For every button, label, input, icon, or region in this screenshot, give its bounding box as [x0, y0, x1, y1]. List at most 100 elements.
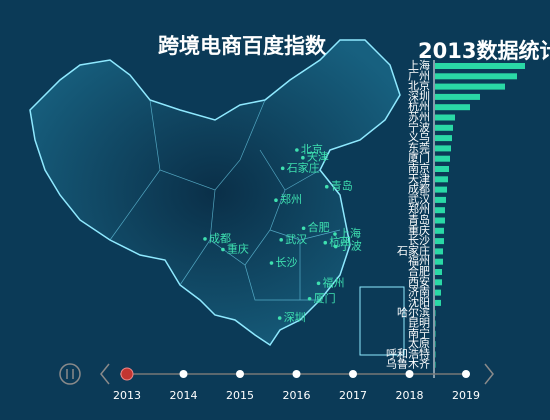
timeline-current[interactable] [120, 367, 134, 381]
bar-category-label: 西安 [408, 274, 430, 288]
bar [435, 104, 470, 111]
city-point [307, 296, 312, 301]
city-label: 郑州 [280, 192, 302, 206]
bar-category-label: 成都 [408, 183, 430, 196]
timeline-label[interactable]: 2018 [396, 389, 424, 402]
bar-category-label: 广州 [408, 69, 430, 82]
timeline-label[interactable]: 2016 [283, 389, 311, 402]
bar-category-label: 北京 [408, 79, 430, 93]
bar [435, 310, 436, 317]
bar-category-label: 南宁 [408, 326, 430, 340]
bar-category-label: 厦门 [408, 151, 430, 165]
city-label: 长沙 [275, 256, 297, 269]
play-button[interactable] [59, 363, 81, 385]
city-label: 宁波 [340, 239, 362, 253]
bar-category-label: 苏州 [408, 111, 430, 124]
city-label: 成都 [209, 232, 231, 245]
city-label: 武汉 [285, 233, 307, 246]
city-point [301, 226, 306, 231]
bar [435, 135, 452, 142]
city-point [203, 237, 207, 241]
chart-title: 跨境电商百度指数 [158, 34, 327, 58]
city-label: 天津 [307, 151, 329, 164]
city-point [316, 281, 321, 286]
province-borders [109, 99, 341, 301]
timeline-label[interactable]: 2013 [113, 389, 141, 402]
bar [435, 361, 436, 368]
bar [435, 248, 443, 255]
bar [435, 93, 480, 100]
bar-category-label: 上海 [408, 58, 430, 72]
bar-chart-title: 2013数据统计 [418, 39, 550, 63]
bar [435, 166, 449, 172]
city-label: 青岛 [331, 179, 353, 193]
timeline-dot[interactable] [405, 370, 414, 378]
bar-category-label: 南京 [408, 161, 430, 175]
next-button[interactable] [484, 363, 494, 385]
city-label: 重庆 [227, 241, 249, 255]
bar [435, 83, 505, 90]
bar-category-label: 青岛 [408, 213, 430, 227]
bar-category-label: 郑州 [408, 202, 430, 216]
city-point [324, 184, 329, 189]
city-point [333, 244, 338, 249]
bar [435, 330, 436, 337]
bar [435, 217, 445, 224]
bar-category-label: 天津 [408, 172, 430, 185]
bar-category-label: 义乌 [408, 130, 430, 144]
bar [435, 269, 442, 275]
bar [435, 258, 443, 265]
south-sea-inset [359, 286, 405, 356]
bar [435, 63, 525, 69]
timeline-dot[interactable] [462, 370, 470, 378]
bar [435, 196, 446, 203]
city-point [274, 198, 278, 203]
city-point [301, 155, 305, 160]
city-point [279, 238, 283, 242]
bar [435, 351, 436, 358]
bar-category-label: 杭州 [408, 99, 430, 113]
bar [435, 176, 448, 183]
city-point [269, 261, 274, 265]
timeline-dot[interactable] [349, 370, 357, 378]
prev-button[interactable] [100, 363, 110, 385]
timeline-label[interactable]: 2015 [226, 389, 254, 402]
timeline-dot[interactable] [236, 370, 244, 378]
bar [435, 279, 442, 286]
bar-category-label: 长沙 [408, 234, 430, 247]
bar [435, 227, 444, 234]
city-label: 上海 [339, 226, 361, 240]
bar-category-label: 济南 [408, 285, 430, 299]
bar-category-label: 太原 [408, 337, 430, 350]
bar [435, 341, 436, 348]
bar-category-label: 昆明 [408, 317, 430, 330]
city-point [333, 232, 337, 236]
bar [435, 238, 444, 245]
bar-category-label: 哈尔滨 [397, 305, 430, 319]
city-label: 厦门 [314, 291, 336, 305]
bar [435, 289, 441, 296]
timeline-dot[interactable] [179, 370, 188, 378]
bar [435, 207, 445, 214]
city-label: 合肥 [308, 220, 330, 234]
timeline-label[interactable]: 2019 [452, 389, 480, 402]
bar [435, 320, 436, 327]
city-label: 石家庄 [287, 160, 320, 174]
bar-category-label: 东莞 [408, 141, 430, 154]
bar [435, 114, 455, 121]
bar-category-label: 宁波 [408, 120, 430, 134]
bar-category-label: 沈阳 [408, 295, 430, 309]
timeline-dot[interactable] [292, 370, 301, 378]
bar-category-label: 石家庄 [397, 243, 430, 257]
bar-category-label: 乌鲁木齐 [386, 357, 430, 371]
bar-category-label: 合肥 [408, 264, 430, 278]
timeline-label[interactable]: 2017 [339, 389, 367, 402]
city-label: 福州 [323, 275, 345, 289]
bar [435, 299, 441, 306]
bar [435, 155, 450, 162]
city-label: 深圳 [284, 311, 306, 324]
timeline-label[interactable]: 2014 [170, 389, 198, 402]
bar [435, 73, 517, 80]
